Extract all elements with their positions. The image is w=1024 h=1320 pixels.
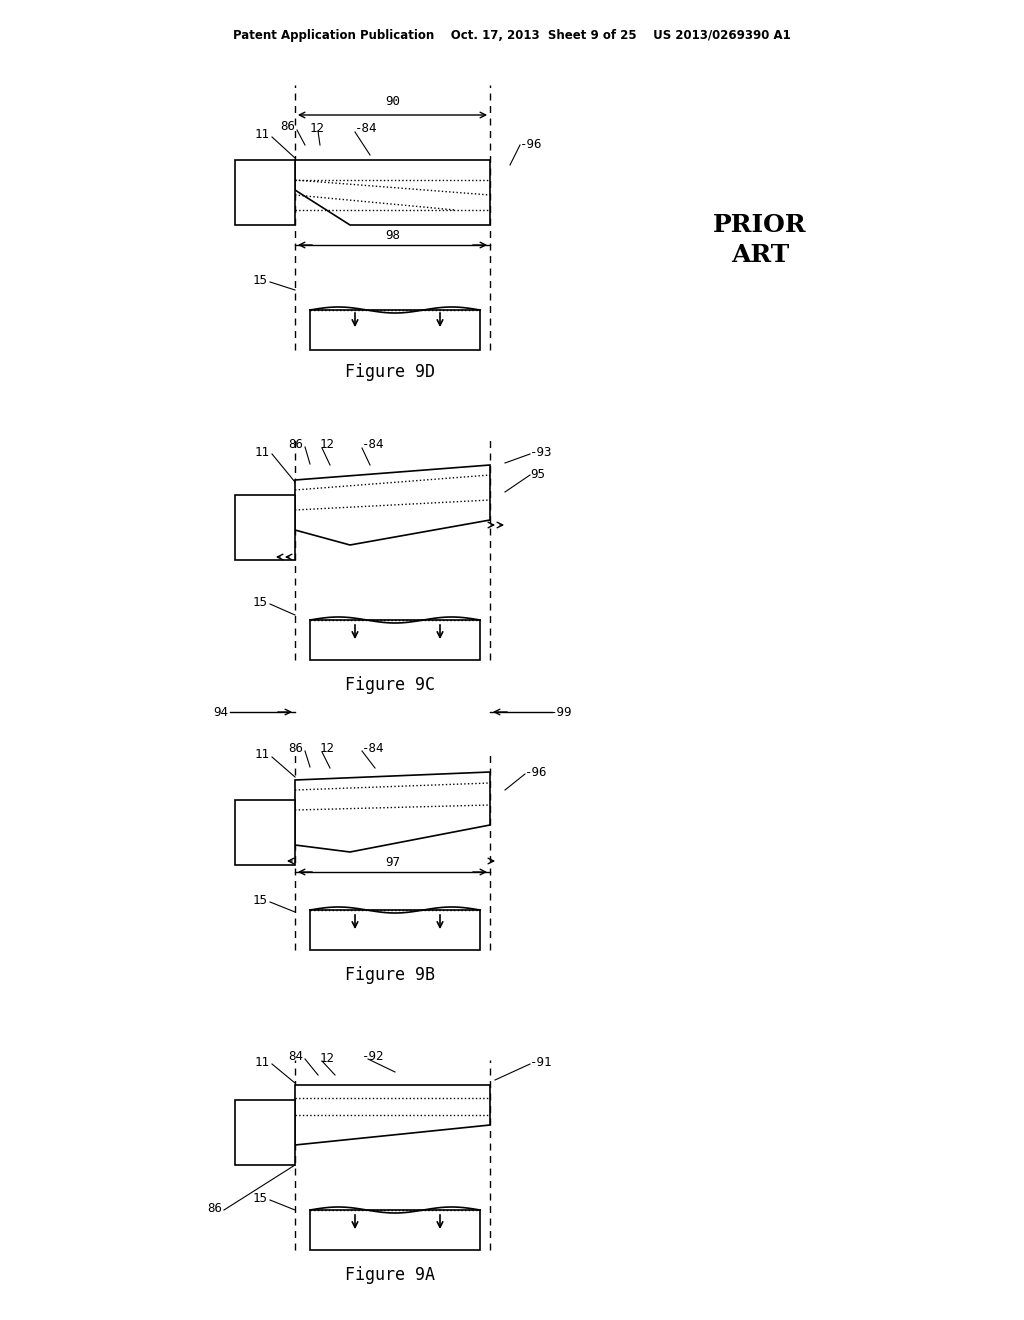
Text: 15: 15 xyxy=(253,1192,268,1204)
Text: 86: 86 xyxy=(288,742,303,755)
Text: 94: 94 xyxy=(213,705,228,718)
Text: Figure 9B: Figure 9B xyxy=(345,966,435,983)
Text: -84: -84 xyxy=(362,742,384,755)
Text: 12: 12 xyxy=(310,121,325,135)
Text: 15: 15 xyxy=(253,273,268,286)
Polygon shape xyxy=(310,1210,480,1250)
Bar xyxy=(234,495,295,560)
Text: 15: 15 xyxy=(253,894,268,907)
Text: -96: -96 xyxy=(520,139,543,152)
Text: 97: 97 xyxy=(385,855,400,869)
Text: Figure 9D: Figure 9D xyxy=(345,363,435,381)
Bar xyxy=(234,1100,295,1166)
Polygon shape xyxy=(310,909,480,950)
Text: 12: 12 xyxy=(319,1052,335,1064)
Polygon shape xyxy=(295,772,490,851)
Text: Figure 9A: Figure 9A xyxy=(345,1266,435,1284)
Text: -91: -91 xyxy=(530,1056,553,1068)
Text: 90: 90 xyxy=(385,95,400,108)
Text: 11: 11 xyxy=(255,128,270,141)
Text: 95: 95 xyxy=(530,469,545,482)
Polygon shape xyxy=(295,1085,490,1144)
Text: -84: -84 xyxy=(362,437,384,450)
Text: 86: 86 xyxy=(207,1201,222,1214)
Text: 11: 11 xyxy=(255,1056,270,1068)
Polygon shape xyxy=(310,310,480,350)
Text: 11: 11 xyxy=(255,748,270,762)
Text: 86: 86 xyxy=(288,437,303,450)
Polygon shape xyxy=(295,160,490,224)
Text: -92: -92 xyxy=(362,1049,384,1063)
Text: -99: -99 xyxy=(550,705,572,718)
Text: -84: -84 xyxy=(355,121,378,135)
Text: PRIOR
ART: PRIOR ART xyxy=(713,213,807,267)
Bar xyxy=(234,160,295,224)
Text: 12: 12 xyxy=(319,438,335,451)
Text: Figure 9C: Figure 9C xyxy=(345,676,435,694)
Polygon shape xyxy=(295,465,490,545)
Text: -96: -96 xyxy=(525,766,548,779)
Text: 15: 15 xyxy=(253,595,268,609)
Text: 12: 12 xyxy=(319,742,335,755)
Text: 11: 11 xyxy=(255,446,270,458)
Text: 98: 98 xyxy=(385,228,400,242)
Text: 86: 86 xyxy=(280,120,295,133)
Bar xyxy=(234,800,295,865)
Polygon shape xyxy=(310,620,480,660)
Text: Patent Application Publication    Oct. 17, 2013  Sheet 9 of 25    US 2013/026939: Patent Application Publication Oct. 17, … xyxy=(233,29,791,41)
Text: -93: -93 xyxy=(530,446,553,458)
Text: 84: 84 xyxy=(288,1049,303,1063)
